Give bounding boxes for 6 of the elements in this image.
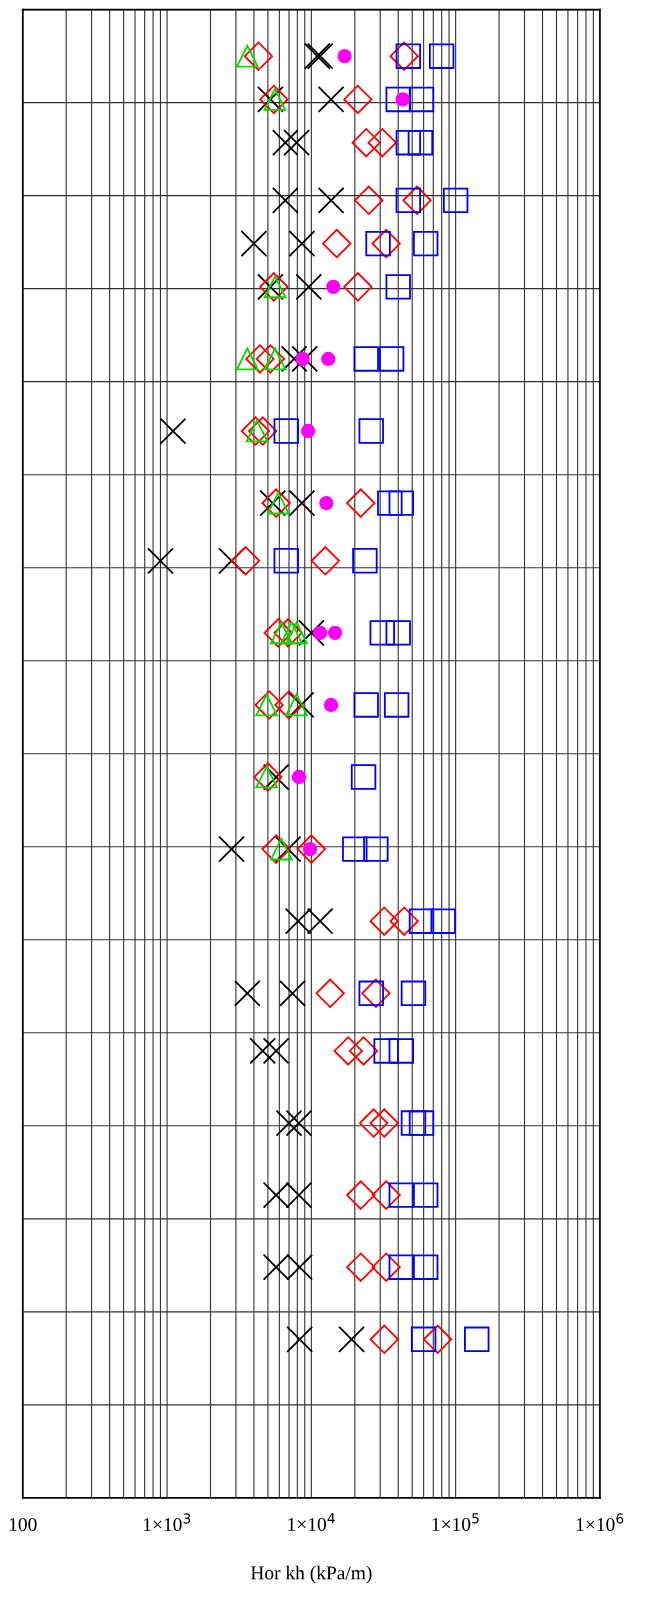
x-tick-label: 1×10$^{4}$: [288, 1513, 335, 1531]
x-tick-label: 1×10$^{5}$: [432, 1513, 479, 1531]
x-axis-title: Hor kh (kPa/m): [250, 1565, 372, 1584]
x-tick-label: 1×10$^{3}$: [143, 1513, 191, 1532]
x-tick-label: 1×10$^{6}$: [576, 1513, 624, 1532]
x-tick-label: 100: [9, 1517, 37, 1531]
